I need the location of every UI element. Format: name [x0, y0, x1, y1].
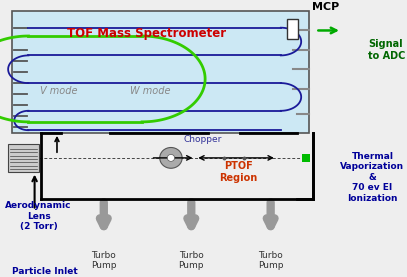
Ellipse shape	[167, 154, 175, 161]
Text: Thermal
Vaporization
&
70 ev EI
Ionization: Thermal Vaporization & 70 ev EI Ionizati…	[340, 152, 405, 202]
Text: Particle Inlet: Particle Inlet	[12, 267, 78, 276]
Text: Signal
to ADC: Signal to ADC	[368, 39, 406, 61]
Bar	[302, 154, 310, 162]
Text: Chopper: Chopper	[183, 135, 221, 144]
Text: Aerodynamic
Lens
(2 Torr): Aerodynamic Lens (2 Torr)	[5, 201, 72, 231]
Bar	[12, 11, 309, 133]
Text: V mode: V mode	[40, 86, 78, 96]
Text: TOF Mass Spectrometer: TOF Mass Spectrometer	[67, 27, 226, 40]
Text: Turbo
Pump: Turbo Pump	[179, 251, 204, 270]
Text: PTOF
Region: PTOF Region	[219, 161, 257, 183]
Bar	[287, 19, 298, 39]
Text: MCP: MCP	[312, 2, 339, 12]
Bar	[8, 144, 39, 172]
Text: W mode: W mode	[130, 86, 171, 96]
Ellipse shape	[160, 147, 182, 168]
Text: Turbo
Pump: Turbo Pump	[258, 251, 283, 270]
Text: Turbo
Pump: Turbo Pump	[91, 251, 116, 270]
